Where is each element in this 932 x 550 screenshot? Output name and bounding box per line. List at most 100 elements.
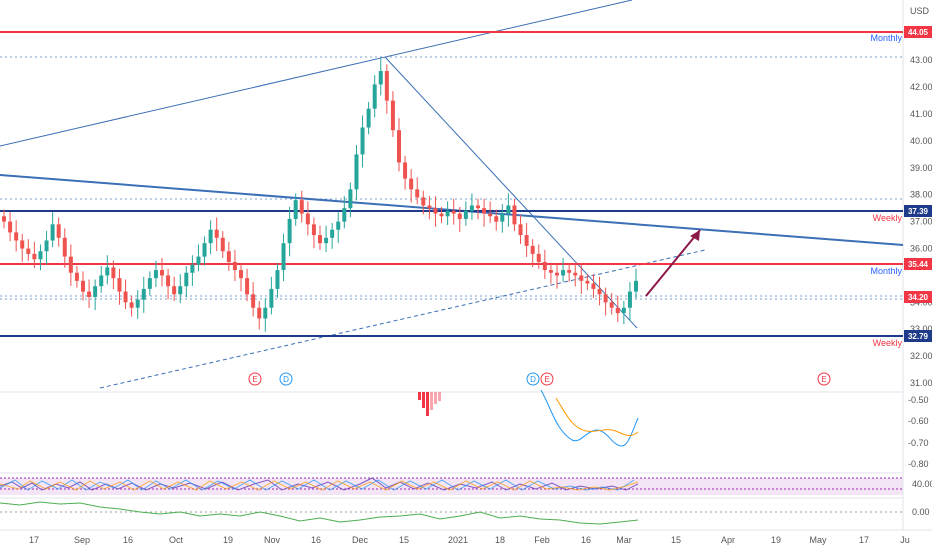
time-axis-label: Oct <box>169 535 184 545</box>
candle <box>153 270 158 279</box>
svg-text:34.20: 34.20 <box>908 293 929 302</box>
time-axis-label: 16 <box>311 535 321 545</box>
candle <box>311 224 316 236</box>
svg-text:E: E <box>544 375 549 384</box>
candle <box>591 283 596 289</box>
candle <box>220 237 225 252</box>
candle <box>147 278 152 289</box>
candle <box>263 307 268 319</box>
price-axis-label: 42.00 <box>910 82 932 92</box>
time-axis-label: Nov <box>264 535 281 545</box>
candle <box>366 108 371 128</box>
candle <box>62 237 67 257</box>
candle <box>378 71 383 85</box>
oscillator-line-slow <box>555 397 639 436</box>
price-axis-label: 40.00 <box>910 136 932 146</box>
candle <box>87 291 92 297</box>
candle <box>342 208 347 222</box>
candle <box>397 130 401 163</box>
candle <box>269 288 274 308</box>
projection-arrow-head <box>690 230 700 241</box>
candle <box>56 224 61 238</box>
time-axis-label: 17 <box>29 535 39 545</box>
candle <box>530 245 535 254</box>
candle <box>427 205 432 209</box>
time-axis-label: Ju <box>900 535 910 545</box>
candle <box>457 213 462 219</box>
oscillator-axis-label: -0.80 <box>908 459 929 469</box>
price-tag-2: 35.44 <box>904 258 932 270</box>
candle <box>439 213 444 217</box>
candle <box>597 288 602 295</box>
candle <box>360 127 365 155</box>
candle <box>160 270 164 276</box>
time-axis-label: 18 <box>495 535 505 545</box>
candle <box>129 302 134 308</box>
price-axis-label: 41.00 <box>910 109 932 119</box>
candlestick-series <box>2 58 638 332</box>
oscillator-axis: -0.50 -0.60 -0.70 -0.80 <box>908 395 929 469</box>
candle <box>415 189 420 198</box>
candle <box>26 248 31 254</box>
candle <box>32 253 37 260</box>
candle <box>111 267 116 279</box>
candle <box>196 256 201 265</box>
time-axis-label: 19 <box>771 535 781 545</box>
candle <box>621 307 626 314</box>
candle <box>548 270 553 273</box>
candle <box>348 189 353 209</box>
svg-text:44.05: 44.05 <box>908 28 929 37</box>
time-axis-label: 17 <box>859 535 869 545</box>
candle <box>239 270 243 279</box>
time-axis[interactable]: 17 Sep 16 Oct 19 Nov 16 Dec 15 2021 18 Feb 16 Mar 15 Ap… <box>29 535 910 545</box>
candle <box>603 294 608 303</box>
candle <box>141 288 146 300</box>
candle <box>178 286 183 295</box>
price-axis-label: 43.00 <box>910 55 932 65</box>
event-marker[interactable]: E <box>540 372 554 386</box>
event-marker[interactable]: D <box>279 372 293 386</box>
candle <box>20 240 25 249</box>
candle <box>615 307 620 314</box>
level-label-2: Monthly <box>870 266 902 276</box>
time-axis-label: Sep <box>74 535 90 545</box>
candle <box>184 272 189 287</box>
time-axis-label: Mar <box>616 535 632 545</box>
candle <box>275 270 280 289</box>
candle <box>123 291 128 303</box>
price-axis-label: 38.00 <box>910 190 932 200</box>
candle <box>99 275 104 287</box>
oscillator-line-fast <box>540 389 639 447</box>
bottom-axis-label: 0.00 <box>912 507 930 517</box>
event-marker[interactable]: E <box>248 372 262 386</box>
event-marker[interactable]: D <box>526 372 540 386</box>
svg-text:E: E <box>821 375 826 384</box>
level-label-3: Weekly <box>873 338 903 348</box>
currency-label: USD <box>910 6 930 16</box>
price-axis-label: 31.00 <box>910 378 932 388</box>
candle <box>482 208 487 214</box>
time-axis-label: 16 <box>123 535 133 545</box>
candle <box>68 256 73 273</box>
candle <box>585 280 590 284</box>
candle <box>38 251 43 260</box>
candle <box>8 221 13 233</box>
candle <box>232 261 237 271</box>
candle <box>476 205 480 209</box>
price-axis-label: 36.00 <box>910 244 932 254</box>
candle <box>330 229 335 238</box>
time-axis-label: 15 <box>671 535 681 545</box>
candle <box>50 224 55 241</box>
candle <box>403 162 408 179</box>
candle <box>524 235 529 246</box>
candle <box>469 205 474 211</box>
candle <box>390 100 395 131</box>
candle <box>202 243 207 257</box>
rsi-axis-label: 40.00 <box>912 479 932 489</box>
candle <box>135 299 140 308</box>
price-axis-label: 32.00 <box>910 351 932 361</box>
candle <box>226 251 231 262</box>
event-marker[interactable]: E <box>817 372 831 386</box>
histogram-indicator <box>418 392 441 416</box>
